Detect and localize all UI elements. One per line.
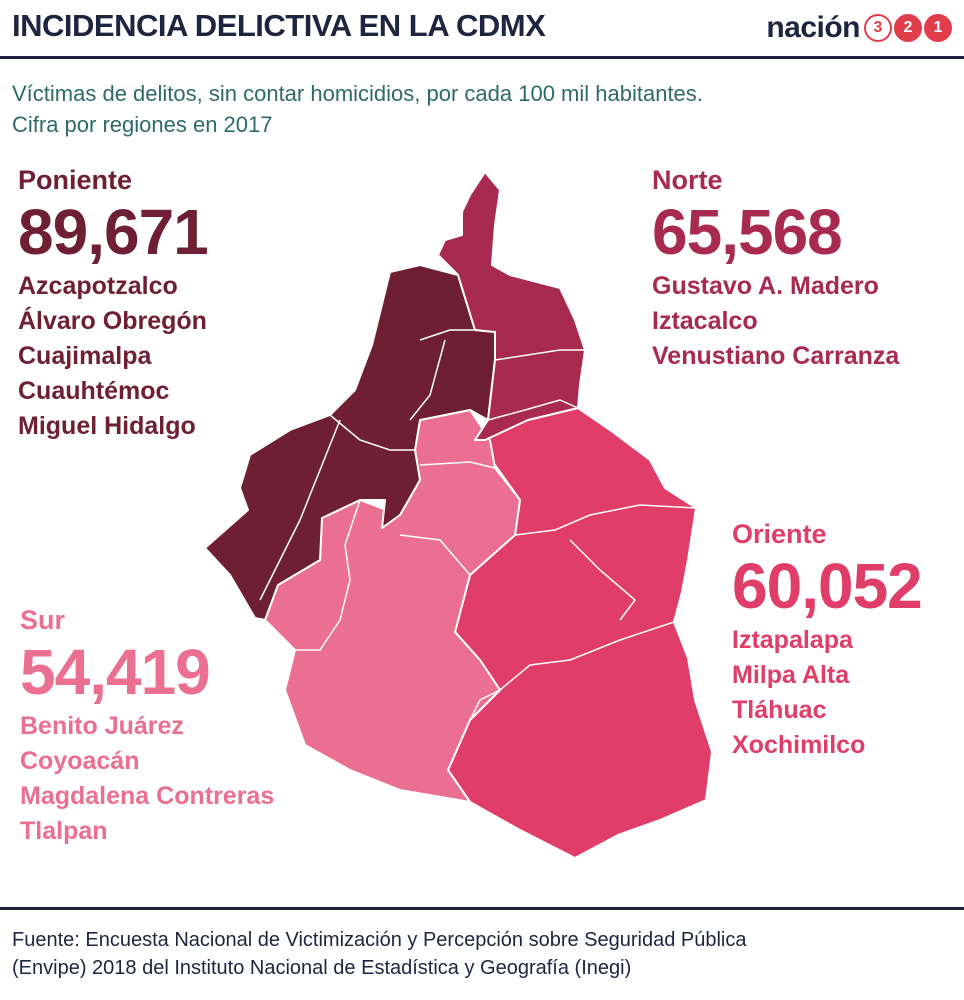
- map-boundary: [514, 504, 697, 536]
- map-boundary: [487, 399, 579, 421]
- region-oriente-value: 60,052: [732, 550, 923, 622]
- map-boundary: [259, 419, 341, 601]
- alcaldia-item: Xochimilco: [732, 731, 866, 759]
- alcaldia-item: Cuauhtémoc: [18, 377, 170, 405]
- map-boundary: [409, 339, 446, 421]
- cdmx-map: [204, 171, 713, 859]
- source-note: Fuente: Encuesta Nacional de Victimizaci…: [12, 926, 956, 982]
- alcaldia-item: Tlalpan: [20, 817, 108, 845]
- map-boundary: [419, 329, 475, 341]
- page-title: INCIDENCIA DELICTIVA EN LA CDMX: [12, 8, 546, 43]
- map-boundary: [329, 414, 415, 451]
- map-boundary: [469, 689, 501, 721]
- source-line-1: Fuente: Encuesta Nacional de Victimizaci…: [12, 929, 747, 951]
- alcaldia-item: Milpa Alta: [732, 661, 850, 689]
- logo-wordmark: nación: [766, 11, 860, 44]
- brand-logo: nación 3 2 1: [766, 8, 952, 48]
- alcaldia-item: Iztapalapa: [732, 626, 853, 654]
- alcaldia-item: Gustavo A. Madero: [652, 272, 879, 300]
- region-norte-name: Norte: [652, 165, 723, 195]
- alcaldia-item: Venustiano Carranza: [652, 342, 900, 370]
- region-poniente-list: Azcapotzalco Álvaro Obregón Cuajimalpa C…: [18, 269, 208, 444]
- alcaldia-item: Benito Juárez: [20, 712, 184, 740]
- alcaldia-item: Iztacalco: [652, 307, 758, 335]
- subtitle-line-1: Víctimas de delitos, sin contar homicidi…: [12, 81, 703, 106]
- region-sur-value: 54,419: [20, 636, 211, 708]
- alcaldia-item: Coyoacán: [20, 747, 140, 775]
- alcaldia-item: Cuajimalpa: [18, 342, 152, 370]
- subtitle: Víctimas de delitos, sin contar homicidi…: [12, 78, 952, 140]
- alcaldia-item: Azcapotzalco: [18, 272, 178, 300]
- region-oriente-list: Iztapalapa Milpa Alta Tláhuac Xochimilco: [732, 623, 922, 763]
- alcaldia-item: Álvaro Obregón: [18, 307, 207, 335]
- logo-digit-3: 3: [864, 14, 892, 42]
- region-poniente-value: 89,671: [18, 196, 209, 268]
- alcaldia-item: Magdalena Contreras: [20, 782, 275, 810]
- logo-number-badges: 3 2 1: [862, 14, 952, 42]
- map-boundary: [399, 534, 471, 576]
- subtitle-line-2: Cifra por regiones en 2017: [12, 112, 273, 137]
- region-poniente: Poniente 89,671 Azcapotzalco Álvaro Obre…: [18, 163, 209, 444]
- map-boundary: [569, 539, 636, 621]
- alcaldia-item: Miguel Hidalgo: [18, 412, 196, 440]
- region-oriente: Oriente 60,052 Iztapalapa Milpa Alta Tlá…: [732, 517, 923, 763]
- footer-divider: [0, 907, 964, 910]
- region-poniente-name: Poniente: [18, 165, 133, 195]
- region-norte-list: Gustavo A. Madero Iztacalco Venustiano C…: [652, 269, 899, 374]
- logo-digit-2: 2: [894, 14, 922, 42]
- region-sur-name: Sur: [20, 605, 66, 635]
- region-sur: Sur 54,419 Benito Juárez Coyoacán Magdal…: [20, 603, 274, 849]
- map-boundary: [494, 349, 585, 361]
- region-norte: Norte 65,568 Gustavo A. Madero Iztacalco…: [652, 163, 899, 374]
- region-norte-value: 65,568: [652, 196, 843, 268]
- region-sur-list: Benito Juárez Coyoacán Magdalena Contrer…: [20, 709, 274, 849]
- map-boundary: [295, 499, 361, 651]
- map-boundary: [419, 461, 496, 469]
- source-line-2: (Envipe) 2018 del Instituto Nacional de …: [12, 957, 632, 979]
- logo-digit-1: 1: [924, 14, 952, 42]
- region-oriente-name: Oriente: [732, 519, 827, 549]
- header-divider: [0, 56, 964, 59]
- map-boundary: [499, 621, 675, 691]
- alcaldia-item: Tláhuac: [732, 696, 827, 724]
- map-area-norte: [437, 171, 586, 441]
